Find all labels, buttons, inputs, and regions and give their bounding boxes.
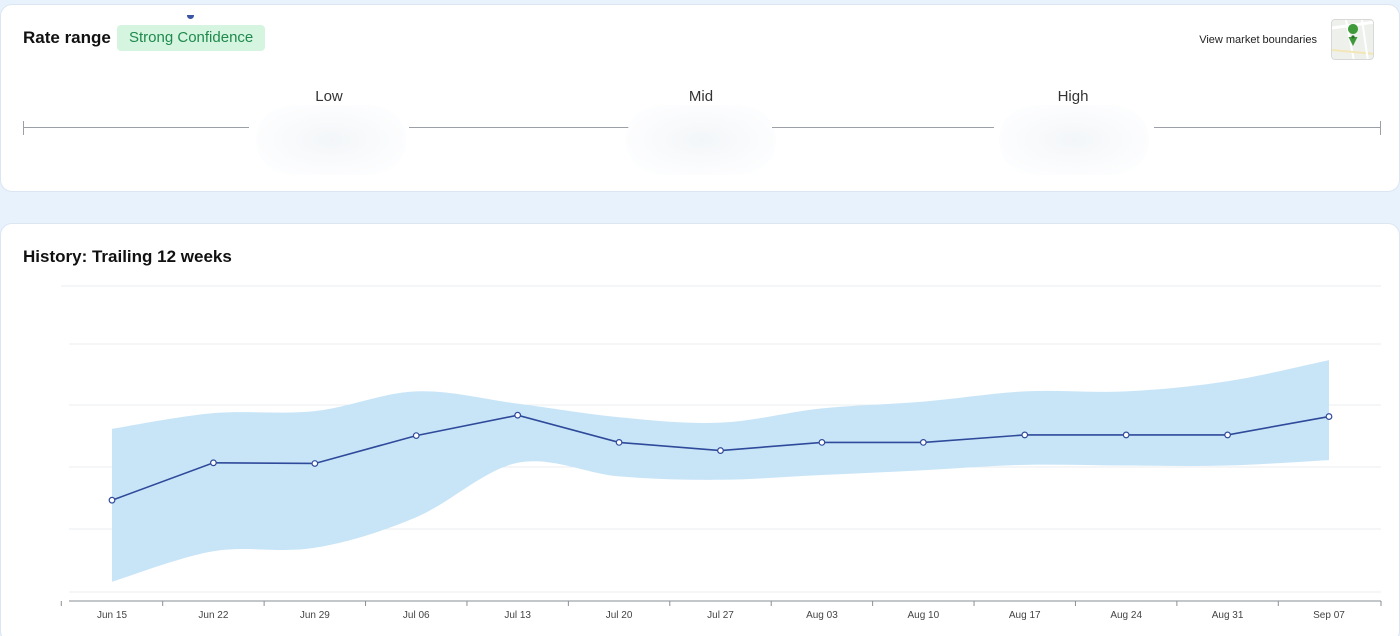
x-tick-label: Aug 03: [806, 610, 838, 621]
x-tick-label: Aug 24: [1110, 610, 1142, 621]
x-tick-label: Jul 20: [606, 610, 633, 621]
x-tick-label: Jul 06: [403, 610, 430, 621]
high-label: High: [1057, 88, 1089, 105]
mid-value-blurred: [626, 105, 776, 175]
history-title: History: Trailing 12 weeks: [23, 247, 232, 266]
x-tick-label: Jun 15: [97, 610, 127, 621]
indicator-dot: [187, 15, 194, 19]
rate-range-card: Rate range Strong Confidence View market…: [0, 4, 1400, 192]
low-label: Low: [315, 88, 343, 105]
map-pin-icon: [1332, 20, 1373, 59]
data-point: [1021, 431, 1029, 439]
data-point: [210, 459, 217, 467]
history-card: History: Trailing 12 weeks Jun 15 Jun 22 J…: [0, 223, 1400, 636]
view-market-boundaries-link[interactable]: View market boundaries: [1199, 34, 1317, 46]
low-value-blurred: [256, 105, 406, 175]
range-line-segment: [409, 127, 635, 128]
high-value-blurred: [999, 105, 1149, 175]
map-thumbnail[interactable]: [1331, 19, 1374, 60]
data-point: [1122, 431, 1130, 439]
history-chart: Jun 15 Jun 22 Jun 29 Jul 06 Jul 13 Jul 20 Jul …: [60, 285, 1382, 621]
range-line-segment: [23, 127, 249, 128]
x-tick-label: Jul 27: [707, 610, 734, 621]
data-point: [615, 438, 623, 446]
data-point: [311, 460, 319, 467]
data-point: [919, 438, 927, 446]
data-point: [1224, 431, 1231, 439]
data-point: [818, 438, 826, 446]
data-point: [412, 432, 420, 440]
x-tick-label: Aug 10: [907, 610, 939, 621]
x-tick-label: Sep 07: [1313, 610, 1345, 621]
range-end-tick: [1380, 121, 1381, 135]
confidence-band: [112, 360, 1329, 582]
data-point: [717, 447, 724, 454]
x-tick-label: Aug 31: [1212, 610, 1244, 621]
mid-label: Mid: [688, 88, 714, 105]
confidence-badge: Strong Confidence: [117, 25, 266, 51]
range-start-tick: [23, 121, 24, 135]
x-tick-label: Jul 13: [504, 610, 531, 621]
x-tick-label: Aug 17: [1009, 610, 1041, 621]
rate-range-title: Rate range: [23, 28, 111, 47]
data-point: [1325, 413, 1333, 420]
x-tick-label: Jun 29: [300, 610, 330, 621]
data-point: [108, 496, 116, 504]
range-line-segment: [772, 127, 994, 128]
range-line-segment: [1154, 127, 1380, 128]
data-point: [514, 411, 522, 419]
x-tick-label: Jun 22: [198, 610, 228, 621]
